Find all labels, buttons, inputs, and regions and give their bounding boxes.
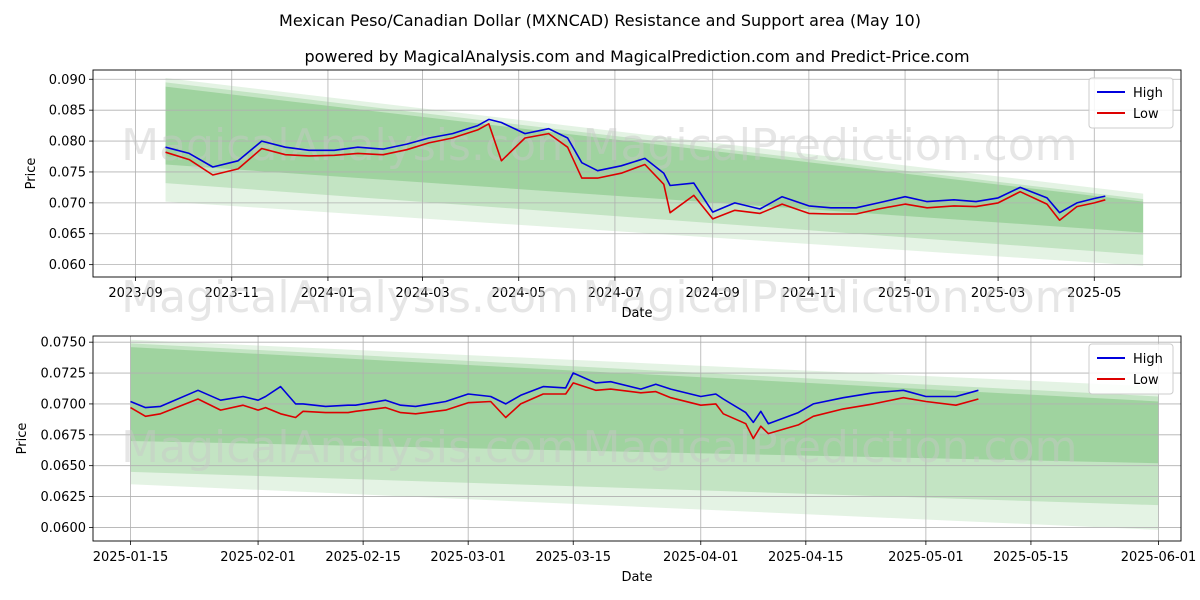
watermark: MagicalPrediction.com: [583, 422, 1078, 473]
x-tick-label: 2023-09: [108, 286, 162, 301]
x-tick-label: 2025-05: [1067, 286, 1121, 301]
x-tick-label: 2025-04-01: [663, 550, 739, 565]
y-tick-label: 0.065: [49, 227, 86, 242]
plot-frame: [92, 335, 1182, 542]
y-tick-label: 0.070: [49, 196, 86, 211]
y-tick-label: 0.0675: [41, 428, 87, 443]
y-tick-label: 0.085: [49, 104, 86, 119]
x-tick-label: 2024-11: [782, 286, 836, 301]
x-tick-label: 2024-01: [301, 286, 355, 301]
x-tick-label: 2025-01-15: [93, 550, 169, 565]
x-tick-label: 2025-04-15: [768, 550, 844, 565]
x-tick-label: 2025-03: [971, 286, 1025, 301]
series-group: [130, 372, 979, 440]
x-tick-label: 2024-09: [686, 286, 740, 301]
low-series-line: [165, 123, 1106, 221]
chart-subtitle: powered by MagicalAnalysis.com and Magic…: [304, 47, 969, 66]
y-tick-label: 0.060: [49, 258, 86, 273]
x-tick-label: 2023-11: [205, 286, 259, 301]
x-tick-label: 2025-06-01: [1121, 550, 1197, 565]
legend-label-high: High: [1133, 86, 1163, 101]
high-series-line: [130, 372, 979, 425]
x-tick-label: 2024-05: [492, 286, 546, 301]
y-tick-label: 0.075: [49, 165, 86, 180]
legend: High Low: [1088, 77, 1174, 129]
top-chart-panel: 2023-09 2023-11 2024-01 2024-03 2024-05 2024-…: [24, 69, 1182, 323]
y-tick-label: 0.0600: [41, 521, 87, 536]
x-tick-label: 2025-02-01: [220, 550, 296, 565]
y-tick-label: 0.0750: [41, 336, 87, 351]
support-resistance-band-1: [130, 343, 1159, 506]
x-tick-label: 2025-03-01: [430, 550, 506, 565]
y-axis-label: Price: [15, 423, 30, 455]
legend-label-low: Low: [1133, 373, 1159, 388]
support-resistance-band-2: [165, 86, 1144, 233]
x-tick-label: 2025-05-01: [888, 550, 964, 565]
watermark: MagicalAnalysis.com: [121, 120, 579, 171]
legend-label-high: High: [1133, 352, 1163, 367]
watermark: MagicalPrediction.com: [583, 272, 1078, 323]
legend-box: [1088, 343, 1174, 395]
x-tick-label: 2025-01: [878, 286, 932, 301]
y-tick-label: 0.0625: [41, 490, 87, 505]
watermark: MagicalPrediction.com: [583, 120, 1078, 171]
grid: [93, 336, 1181, 541]
y-tick-label: 0.0700: [41, 397, 87, 412]
y-tick-label: 0.090: [49, 73, 86, 88]
legend-label-low: Low: [1133, 107, 1159, 122]
high-series-line: [165, 118, 1106, 214]
y-axis-label: Price: [24, 158, 39, 190]
support-resistance-band-2: [130, 347, 1159, 464]
y-tick-label: 0.080: [49, 135, 86, 150]
watermark: MagicalAnalysis.com: [121, 422, 579, 473]
x-tick-label: 2024-07: [588, 286, 642, 301]
x-tick-label: 2025-05-15: [993, 550, 1069, 565]
chart-title: Mexican Peso/Canadian Dollar (MXNCAD) Re…: [279, 11, 921, 30]
y-tick-label: 0.0650: [41, 459, 87, 474]
legend: High Low: [1088, 343, 1174, 395]
support-resistance-band-1: [165, 82, 1144, 255]
y-tick-label: 0.0725: [41, 367, 87, 382]
legend-box: [1088, 77, 1174, 129]
x-tick-label: 2025-03-15: [535, 550, 611, 565]
band-group: [130, 339, 1159, 530]
x-tick-label: 2024-03: [395, 286, 449, 301]
series-group: [165, 118, 1106, 221]
low-series-line: [130, 382, 979, 440]
grid: [93, 70, 1181, 277]
x-axis-label: Date: [621, 570, 652, 585]
plot-frame: [92, 69, 1182, 278]
x-axis-label: Date: [621, 306, 652, 321]
x-tick-label: 2025-02-15: [325, 550, 401, 565]
watermark: MagicalAnalysis.com: [121, 272, 579, 323]
bottom-chart-panel: 2025-01-15 2025-02-01 2025-02-15 2025-03-01…: [15, 335, 1197, 585]
